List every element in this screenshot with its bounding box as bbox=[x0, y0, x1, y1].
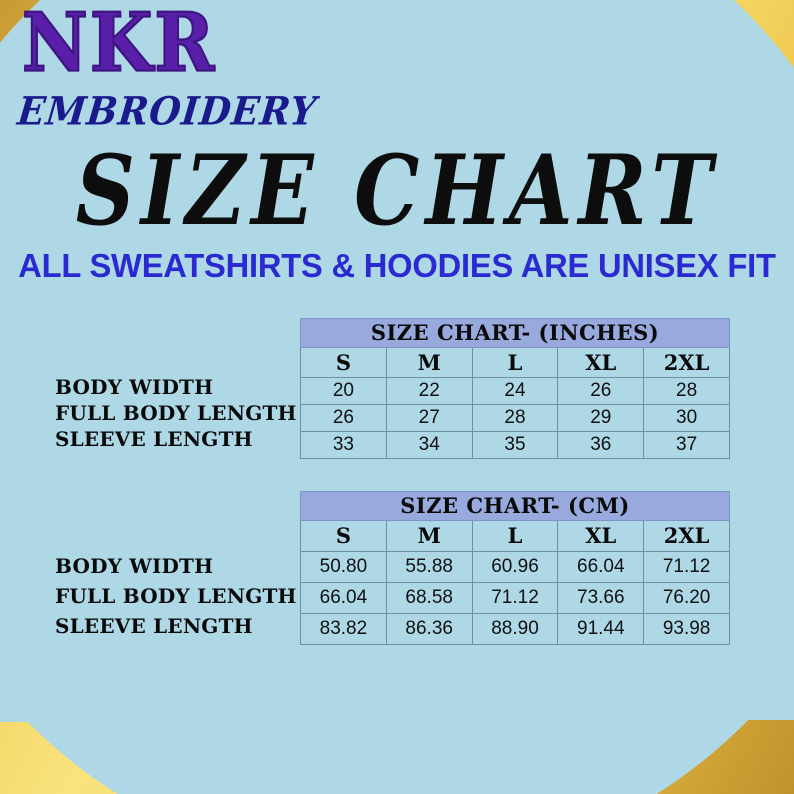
col-head-xl: XL bbox=[557, 347, 645, 378]
cell-cm-2-1: 86.36 bbox=[385, 613, 473, 645]
cell-inches-1-2: 28 bbox=[471, 404, 559, 432]
brand-tagline: EMBROIDERY bbox=[15, 88, 320, 135]
cell-inches-1-3: 29 bbox=[557, 404, 645, 432]
cell-inches-1-4: 30 bbox=[643, 404, 730, 432]
col-head-s: S bbox=[300, 347, 387, 378]
cell-inches-1-0: 26 bbox=[300, 404, 387, 432]
cell-inches-2-1: 34 bbox=[385, 431, 473, 459]
row-label-sleeve-length: SLEEVE LENGTH bbox=[55, 614, 253, 638]
cell-inches-0-4: 28 bbox=[643, 377, 730, 405]
cell-cm-2-3: 91.44 bbox=[557, 613, 645, 645]
cell-cm-1-3: 73.66 bbox=[557, 582, 645, 614]
col-head-m: M bbox=[385, 520, 473, 552]
table-header-row: S M L XL 2XL bbox=[300, 520, 730, 552]
cell-cm-2-0: 83.82 bbox=[300, 613, 387, 645]
table-row: 83.82 86.36 88.90 91.44 93.98 bbox=[300, 613, 730, 645]
cell-inches-2-4: 37 bbox=[643, 431, 730, 459]
col-head-l: L bbox=[471, 347, 559, 378]
cell-inches-0-0: 20 bbox=[300, 377, 387, 405]
table-header-row: S M L XL 2XL bbox=[300, 347, 730, 378]
cell-inches-2-3: 36 bbox=[557, 431, 645, 459]
table-title-row: SIZE CHART- (INCHES) bbox=[300, 318, 730, 348]
cell-cm-2-4: 93.98 bbox=[643, 613, 730, 645]
row-label-body-width: BODY WIDTH bbox=[55, 375, 214, 399]
table-row: 50.80 55.88 60.96 66.04 71.12 bbox=[300, 551, 730, 583]
cell-inches-2-2: 35 bbox=[471, 431, 559, 459]
size-table-inches: SIZE CHART- (INCHES) S M L XL 2XL 20 22 … bbox=[300, 318, 730, 459]
row-label-full-body-length: FULL BODY LENGTH bbox=[55, 584, 297, 608]
brand-logo: NKR EMBROIDERY bbox=[15, 0, 319, 134]
cell-cm-1-2: 71.12 bbox=[471, 582, 559, 614]
table-title-inches: SIZE CHART- (INCHES) bbox=[300, 318, 730, 348]
row-label-group-inches: BODY WIDTH FULL BODY LENGTH SLEEVE LENGT… bbox=[55, 374, 300, 452]
row-label-full-body-length: FULL BODY LENGTH bbox=[55, 401, 297, 425]
cell-inches-0-2: 24 bbox=[471, 377, 559, 405]
cell-inches-0-1: 22 bbox=[385, 377, 473, 405]
cell-inches-0-3: 26 bbox=[557, 377, 645, 405]
row-label-body-width: BODY WIDTH bbox=[55, 554, 214, 578]
col-head-2xl: 2XL bbox=[643, 347, 730, 378]
page-title: SIZE CHART bbox=[75, 134, 719, 248]
row-label-group-cm: BODY WIDTH FULL BODY LENGTH SLEEVE LENGT… bbox=[55, 551, 300, 641]
cell-cm-0-0: 50.80 bbox=[300, 551, 387, 583]
col-head-m: M bbox=[385, 347, 473, 378]
cell-cm-0-3: 66.04 bbox=[557, 551, 645, 583]
cell-cm-2-2: 88.90 bbox=[471, 613, 559, 645]
cell-inches-1-1: 27 bbox=[385, 404, 473, 432]
cell-cm-1-1: 68.58 bbox=[385, 582, 473, 614]
brand-name: NKR bbox=[21, 0, 217, 90]
size-table-cm: SIZE CHART- (CM) S M L XL 2XL 50.80 55.8… bbox=[300, 491, 730, 645]
table-title-row: SIZE CHART- (CM) bbox=[300, 491, 730, 521]
table-row: 26 27 28 29 30 bbox=[300, 404, 730, 432]
table-row: 20 22 24 26 28 bbox=[300, 377, 730, 405]
row-label-sleeve-length: SLEEVE LENGTH bbox=[55, 427, 253, 451]
cell-cm-1-4: 76.20 bbox=[643, 582, 730, 614]
col-head-l: L bbox=[471, 520, 559, 552]
cell-cm-0-4: 71.12 bbox=[643, 551, 730, 583]
cell-inches-2-0: 33 bbox=[300, 431, 387, 459]
table-row: 66.04 68.58 71.12 73.66 76.20 bbox=[300, 582, 730, 614]
cell-cm-0-1: 55.88 bbox=[385, 551, 473, 583]
col-head-2xl: 2XL bbox=[643, 520, 730, 552]
cell-cm-0-2: 60.96 bbox=[471, 551, 559, 583]
page-subtitle: ALL SWEATSHIRTS & HOODIES ARE UNISEX FIT bbox=[18, 247, 776, 284]
col-head-s: S bbox=[300, 520, 387, 552]
col-head-xl: XL bbox=[557, 520, 645, 552]
table-row: 33 34 35 36 37 bbox=[300, 431, 730, 459]
table-title-cm: SIZE CHART- (CM) bbox=[300, 491, 730, 521]
cell-cm-1-0: 66.04 bbox=[300, 582, 387, 614]
